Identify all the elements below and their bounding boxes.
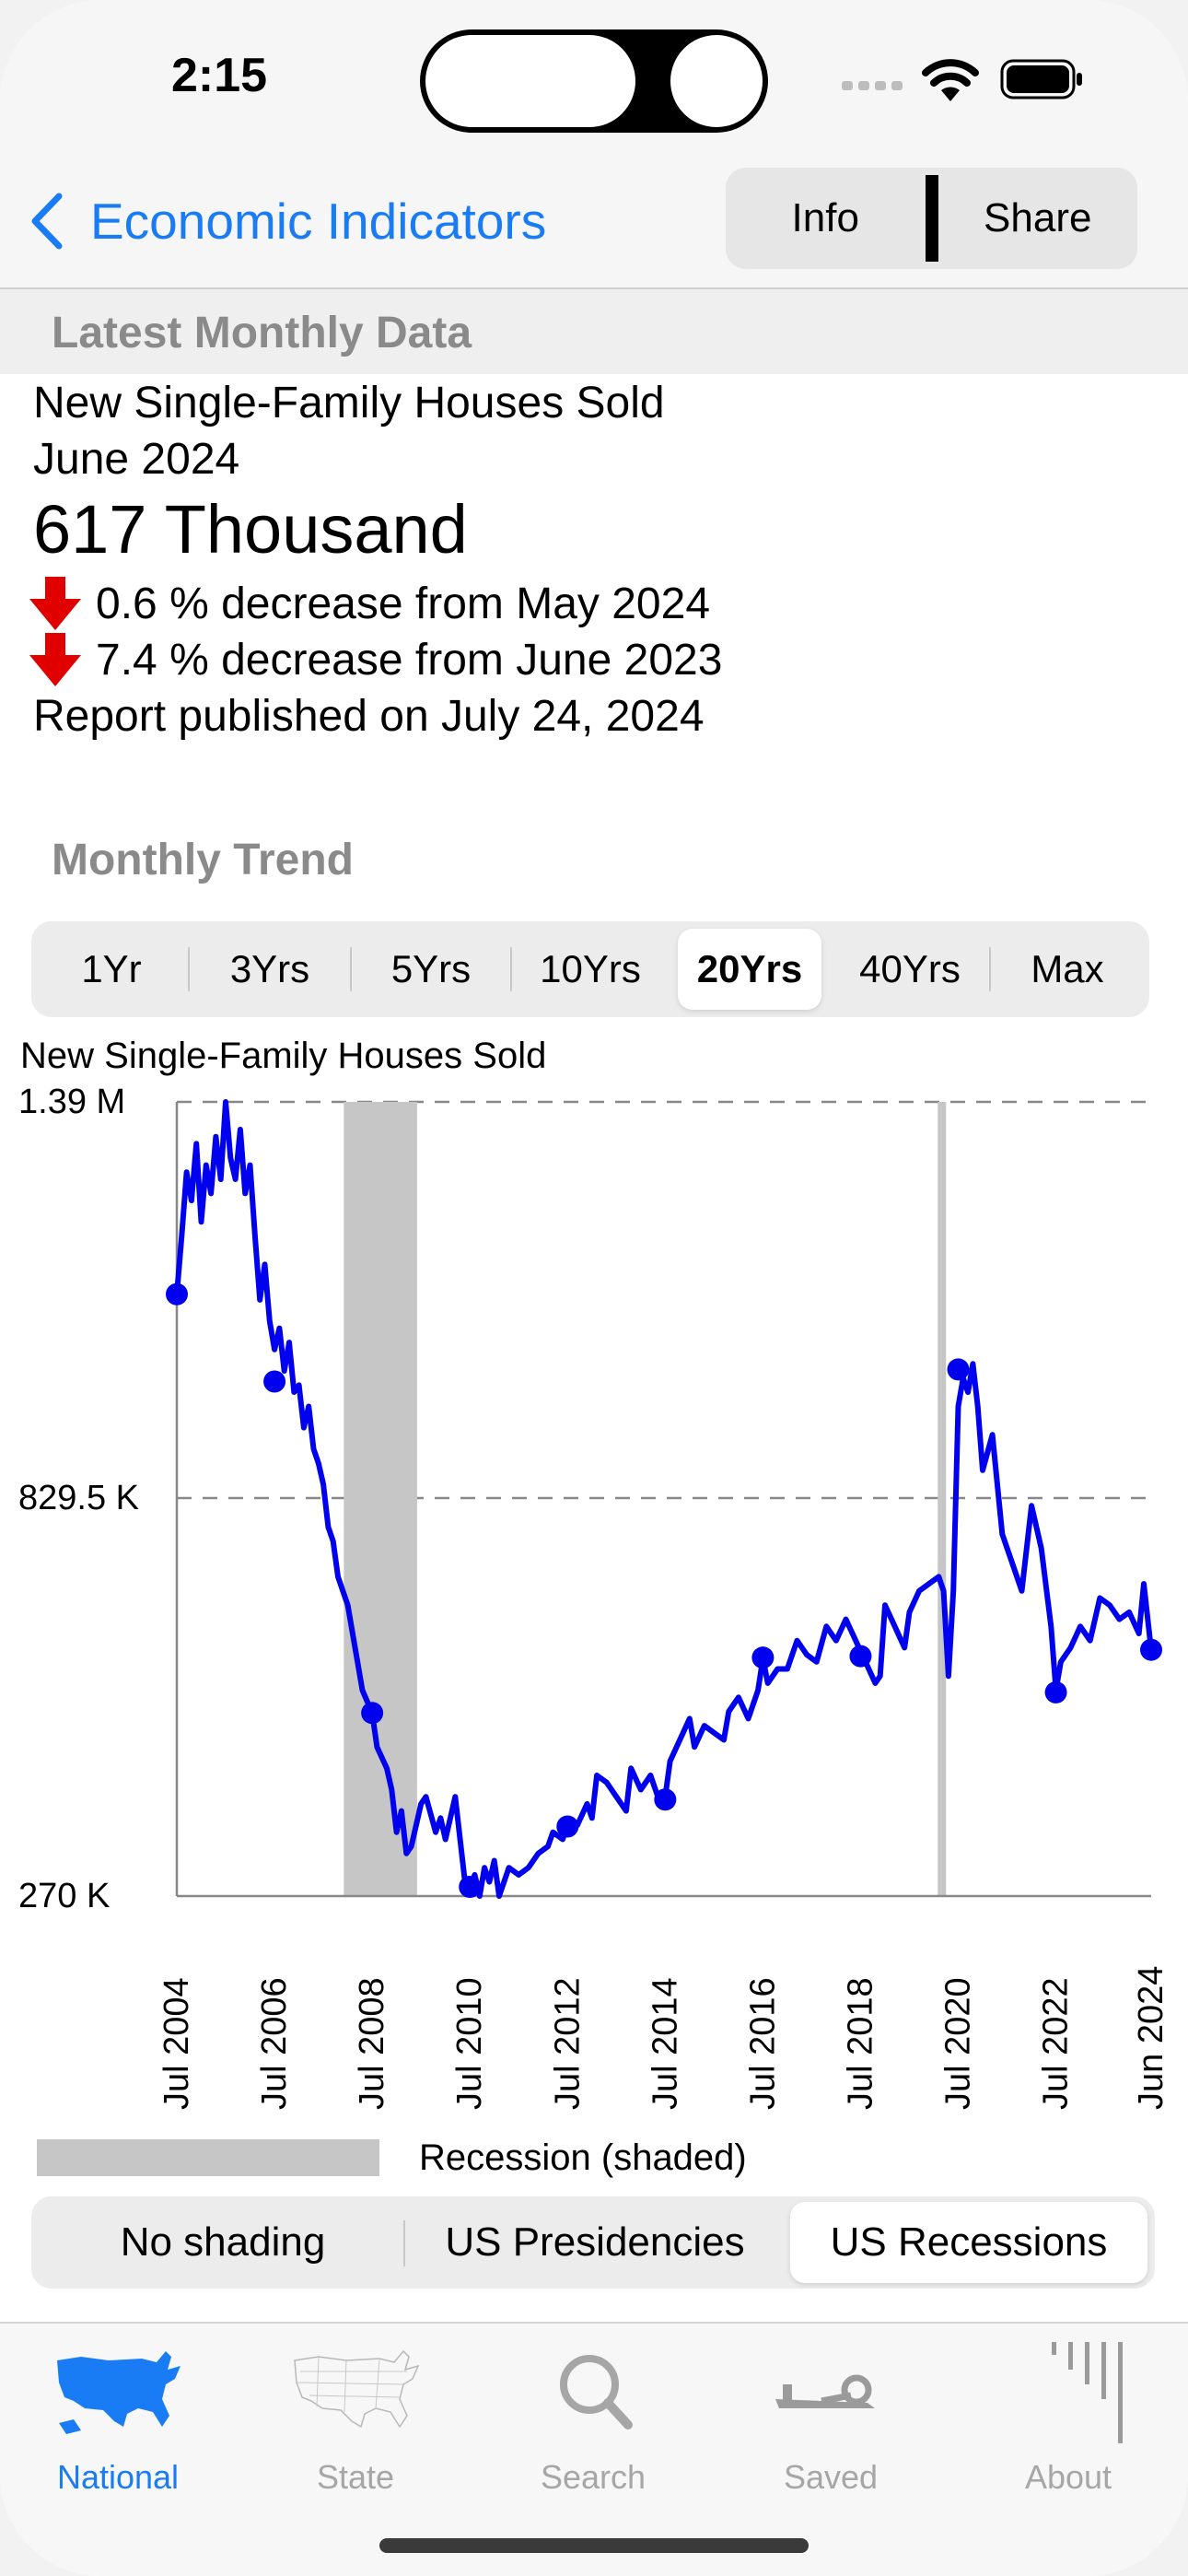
- data-point-marker[interactable]: [1044, 1680, 1067, 1704]
- tab-about-label: About: [1024, 2458, 1112, 2496]
- monthly-trend-title: Monthly Trend: [52, 836, 354, 884]
- series-name: New Single-Family Houses Sold: [33, 379, 665, 427]
- recession-legend-label: Recession (shaded): [419, 2137, 747, 2178]
- x-tick-label: Jun 2024: [1132, 1966, 1171, 2110]
- yearly-change-text: 7.4 % decrease from June 2023: [96, 635, 723, 685]
- shading-presidencies[interactable]: US Presidencies: [445, 2219, 745, 2265]
- cellular-signal-icon: [842, 81, 903, 90]
- chevron-left-icon: [31, 193, 63, 250]
- recession-legend-swatch: [37, 2139, 379, 2176]
- wifi-icon: [922, 59, 979, 101]
- shading-recessions[interactable]: US Recessions: [790, 2202, 1147, 2283]
- published-date: Report published on July 24, 2024: [33, 692, 705, 741]
- data-point-marker[interactable]: [947, 1358, 970, 1381]
- range-10yrs[interactable]: 10Yrs: [540, 947, 641, 990]
- range-1yr[interactable]: 1Yr: [81, 947, 142, 990]
- x-tick-label: Jul 2006: [255, 1977, 294, 2110]
- home-indicator: [379, 2538, 809, 2553]
- data-point-marker[interactable]: [751, 1646, 775, 1669]
- data-point-marker[interactable]: [166, 1282, 188, 1306]
- tab-saved[interactable]: Saved: [720, 2342, 941, 2508]
- range-3yrs[interactable]: 3Yrs: [229, 947, 310, 990]
- x-tick-label: Jul 2008: [353, 1977, 391, 2110]
- x-tick-label: Jul 2004: [157, 1977, 196, 2110]
- down-arrow-icon: [29, 577, 81, 630]
- status-bar: 2:15: [0, 0, 1188, 157]
- status-time: 2:15: [171, 49, 268, 102]
- data-point-marker[interactable]: [849, 1645, 872, 1668]
- latest-data-header: Latest Monthly Data: [0, 289, 1188, 374]
- down-arrow-icon: [29, 633, 81, 686]
- tab-search[interactable]: Search: [483, 2342, 704, 2508]
- tab-search-label: Search: [540, 2458, 646, 2496]
- x-tick-label: Jul 2022: [1037, 1977, 1076, 2110]
- back-button[interactable]: Economic Indicators: [26, 184, 546, 258]
- back-label: Economic Indicators: [90, 193, 547, 250]
- latest-value: 617 Thousand: [33, 491, 468, 568]
- dynamic-island: [420, 29, 768, 133]
- tab-national[interactable]: National: [7, 2342, 228, 2508]
- sales-trend-chart: 1.39 M 829.5 K 270 K Jul 2004 Jul 2006 Jul…: [18, 1083, 1171, 2110]
- tab-national-label: National: [56, 2458, 180, 2496]
- battery-icon: [1000, 59, 1082, 100]
- x-tick-label: Jul 2012: [548, 1977, 587, 2110]
- shading-selector: No shading US Presidencies US Recessions: [31, 2196, 1155, 2289]
- tab-state-label: State: [316, 2458, 395, 2496]
- navigation-bar: Economic Indicators Info Share: [0, 157, 1188, 289]
- data-point-marker[interactable]: [556, 1815, 579, 1838]
- data-point-marker[interactable]: [263, 1370, 286, 1393]
- us-map-icon: [57, 2351, 181, 2434]
- x-tick-label: Jul 2018: [841, 1977, 879, 2110]
- recession-band-1: [344, 1102, 417, 1896]
- data-point-marker[interactable]: [459, 1875, 482, 1898]
- x-tick-label: Jul 2014: [646, 1977, 684, 2110]
- tab-state[interactable]: State: [245, 2342, 466, 2508]
- share-button[interactable]: Share: [984, 195, 1092, 240]
- monthly-change: 0.6 % decrease from May 2024: [29, 577, 710, 630]
- y-tick-label-top: 1.39 M: [18, 1083, 125, 1121]
- search-icon: [560, 2355, 633, 2430]
- saved-icon: [775, 2374, 875, 2408]
- range-20yrs[interactable]: 20Yrs: [678, 929, 821, 1010]
- x-tick-label: Jul 2016: [743, 1977, 782, 2110]
- recession-band-2: [938, 1102, 947, 1896]
- series-line-1: [174, 1099, 1154, 1899]
- y-tick-label-bottom: 270 K: [18, 1877, 110, 1915]
- tab-about[interactable]: About: [958, 2342, 1179, 2508]
- info-button[interactable]: Info: [791, 195, 859, 240]
- x-tick-label: Jul 2020: [939, 1977, 978, 2110]
- shading-none[interactable]: No shading: [120, 2219, 326, 2265]
- segment-divider: [925, 175, 938, 262]
- yearly-change: 7.4 % decrease from June 2023: [29, 633, 722, 686]
- x-tick-label: Jul 2010: [450, 1977, 489, 2110]
- range-selector: 1Yr 3Yrs 5Yrs 10Yrs 20Yrs 40Yrs Max: [31, 921, 1149, 1017]
- state-map-icon: [294, 2349, 420, 2429]
- data-point-marker[interactable]: [361, 1702, 384, 1725]
- range-max[interactable]: Max: [1031, 947, 1104, 990]
- info-share-control: Info Share: [726, 168, 1137, 269]
- data-period: June 2024: [33, 435, 240, 484]
- range-40yrs[interactable]: 40Yrs: [859, 947, 961, 990]
- data-point-marker[interactable]: [654, 1788, 677, 1811]
- about-icon: [1052, 2342, 1123, 2443]
- chart-title: New Single-Family Houses Sold: [20, 1036, 547, 1076]
- tab-saved-label: Saved: [783, 2458, 879, 2496]
- monthly-change-text: 0.6 % decrease from May 2024: [96, 579, 711, 628]
- y-tick-label-middle: 829.5 K: [18, 1479, 139, 1517]
- data-point-marker[interactable]: [1140, 1638, 1162, 1661]
- range-5yrs[interactable]: 5Yrs: [390, 947, 472, 990]
- tab-bar: National State Search Saved: [0, 2322, 1188, 2576]
- latest-data-title: Latest Monthly Data: [52, 309, 472, 357]
